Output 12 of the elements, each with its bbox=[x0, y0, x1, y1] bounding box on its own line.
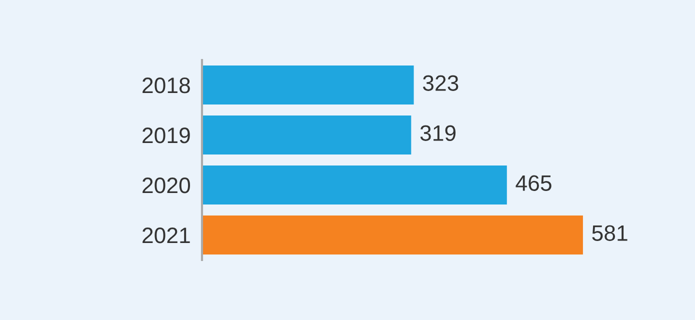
bar bbox=[202, 66, 414, 104]
y-tick-label: 2021 bbox=[142, 228, 190, 244]
data-label: 323 bbox=[422, 75, 458, 91]
data-label: 319 bbox=[420, 125, 456, 141]
y-tick-label: 2020 bbox=[142, 178, 190, 194]
data-label: 465 bbox=[516, 175, 552, 191]
bar bbox=[202, 216, 583, 254]
y-tick-label: 2019 bbox=[142, 128, 190, 144]
bar bbox=[202, 166, 507, 204]
data-label: 581 bbox=[592, 225, 628, 241]
bar bbox=[202, 116, 412, 154]
y-tick-label: 2018 bbox=[142, 78, 190, 94]
